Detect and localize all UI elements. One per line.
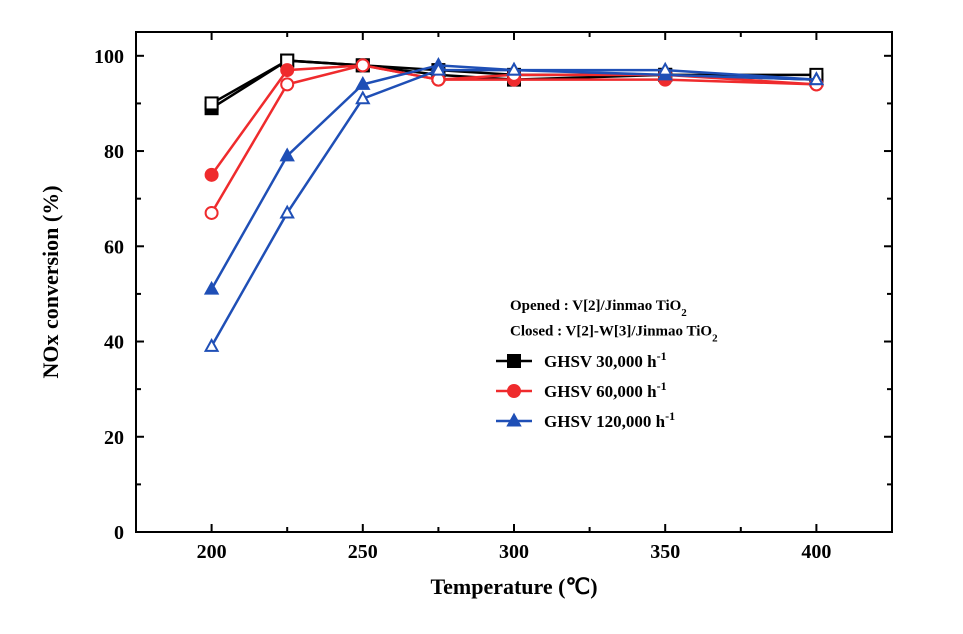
svg-text:60: 60: [104, 236, 124, 258]
svg-text:Temperature (℃): Temperature (℃): [430, 574, 597, 599]
svg-text:GHSV 60,000 h-1: GHSV 60,000 h-1: [544, 379, 667, 401]
svg-text:350: 350: [650, 541, 680, 563]
svg-text:20: 20: [104, 427, 124, 449]
svg-text:GHSV 30,000 h-1: GHSV 30,000 h-1: [544, 349, 667, 371]
svg-text:NOx conversion (%): NOx conversion (%): [38, 185, 63, 378]
svg-text:400: 400: [801, 541, 831, 563]
svg-text:80: 80: [104, 141, 124, 163]
svg-text:40: 40: [104, 332, 124, 354]
svg-text:250: 250: [348, 541, 378, 563]
svg-text:100: 100: [94, 46, 124, 68]
svg-text:GHSV 120,000 h-1: GHSV 120,000 h-1: [544, 409, 675, 431]
nox-conversion-chart: 200 250 300 350 400 0 20 40 60 80 100 Temperature (…: [0, 0, 963, 634]
svg-text:0: 0: [114, 522, 124, 544]
svg-text:200: 200: [197, 541, 227, 563]
svg-text:300: 300: [499, 541, 529, 563]
